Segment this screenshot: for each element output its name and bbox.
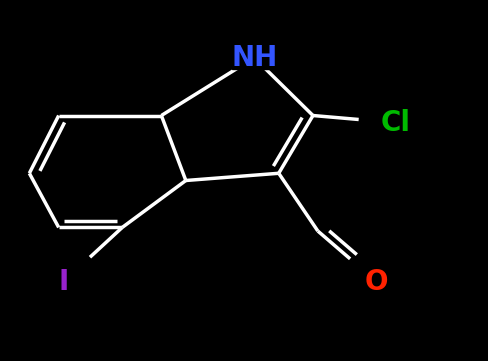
Text: Cl: Cl	[380, 109, 410, 137]
Bar	[232, 47, 276, 69]
Bar	[372, 112, 419, 134]
Text: I: I	[59, 268, 68, 296]
Bar	[368, 271, 384, 292]
Text: NH: NH	[231, 44, 277, 72]
Text: O: O	[364, 268, 387, 296]
Bar	[57, 271, 70, 292]
